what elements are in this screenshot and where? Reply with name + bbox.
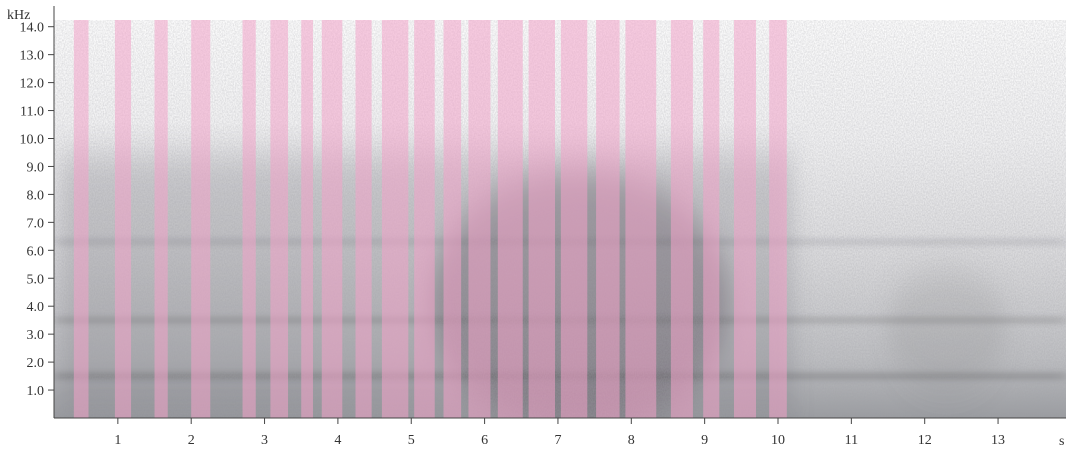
x-tick-label: 7 (554, 433, 561, 448)
highlight-segment (114, 20, 132, 418)
y-axis-unit-label: kHz (7, 8, 30, 23)
x-tick-label: 1 (114, 433, 121, 448)
highlight-segment (468, 20, 491, 418)
x-tick-label: 8 (628, 433, 635, 448)
highlight-segment (242, 20, 256, 418)
y-tick-label: 1.0 (27, 384, 45, 399)
highlight-segment (270, 20, 289, 418)
highlight-segment (528, 20, 556, 418)
x-axis-unit-label: s (1059, 434, 1064, 449)
highlight-segment (154, 20, 168, 418)
spectrogram-noise (54, 20, 1066, 418)
y-tick-label: 2.0 (27, 356, 45, 371)
y-tick-label: 9.0 (27, 160, 45, 175)
highlight-segment (670, 20, 693, 418)
highlight-segment (355, 20, 372, 418)
x-tick-label: 12 (918, 433, 932, 448)
highlight-segment (381, 20, 409, 418)
highlight-segment (497, 20, 523, 418)
y-tick-label: 3.0 (27, 328, 45, 343)
y-tick-label: 7.0 (27, 216, 45, 231)
highlight-segment (321, 20, 343, 418)
highlight-segment (560, 20, 588, 418)
x-tick-label: 3 (261, 433, 268, 448)
highlight-segment (414, 20, 435, 418)
x-tick-label: 5 (408, 433, 415, 448)
highlight-segment (443, 20, 462, 418)
y-tick-label: 5.0 (27, 272, 45, 287)
highlight-segment (596, 20, 620, 418)
x-tick-label: 2 (188, 433, 195, 448)
highlight-segment (625, 20, 657, 418)
highlight-segment (769, 20, 787, 418)
y-tick-label: 10.0 (20, 133, 45, 148)
x-tick-label: 10 (771, 433, 785, 448)
y-tick-label: 14.0 (20, 21, 45, 36)
x-tick-label: 9 (701, 433, 708, 448)
spectrogram-plot-area (54, 20, 1066, 418)
y-tick-label: 4.0 (27, 300, 45, 315)
highlight-segment (73, 20, 89, 418)
y-tick-label: 6.0 (27, 244, 45, 259)
highlight-segment (703, 20, 720, 418)
y-tick-label: 8.0 (27, 188, 45, 203)
axes: kHz s 1.02.03.04.05.06.07.08.09.010.011.… (7, 6, 1066, 449)
x-tick-label: 11 (845, 433, 858, 448)
y-tick-label: 12.0 (20, 77, 45, 92)
x-tick-label: 13 (991, 433, 1005, 448)
highlight-segment (191, 20, 211, 418)
x-axis-ticks: 1 2 3 4 5 6 7 8 9 10 11 12 13 (114, 418, 1005, 448)
y-tick-label: 11.0 (20, 105, 44, 120)
y-axis-ticks: 1.0 2.0 3.0 4.0 5.0 6.0 7.0 8.0 9.0 10.0 11.0 12.0 1… (20, 21, 54, 399)
y-tick-label: 13.0 (20, 49, 45, 64)
x-tick-label: 4 (334, 433, 341, 448)
highlight-segment (301, 20, 313, 418)
highlight-segment (733, 20, 756, 418)
x-tick-label: 6 (481, 433, 488, 448)
highlighted-segments (73, 20, 787, 418)
